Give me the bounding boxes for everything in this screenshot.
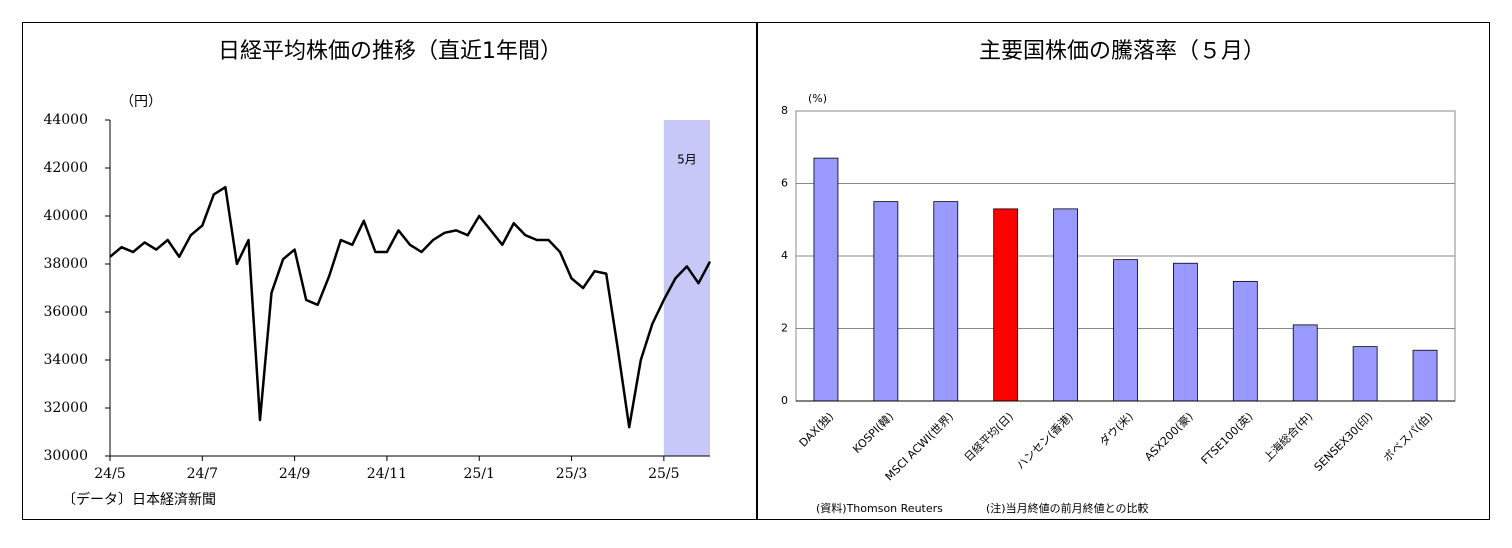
y-tick-label: 32000 [43,400,88,416]
bar [1173,262,1198,402]
chart-title: 主要国株価の騰落率（５月） [979,39,1265,64]
x-tick-label: DAX(独) [797,410,837,450]
bar [993,208,1019,402]
bar [1232,280,1258,402]
y-axis-label: (%) [808,92,827,105]
y-tick-label: 40000 [43,208,88,224]
x-tick-label: 24/11 [367,466,407,482]
x-tick-label: 日経平均(日) [962,410,1016,464]
x-tick-label: ダウ(米) [1096,409,1135,448]
bar [1113,259,1138,402]
x-tick-label: ASX200(豪) [1141,409,1195,463]
source-note: (資料)Thomson Reuters [816,501,943,515]
bar [873,201,899,402]
source-note: 〔データ〕日本経済新聞 [62,491,216,508]
x-tick-label: 25/5 [648,466,679,482]
x-tick-label: 25/1 [464,466,495,482]
x-tick-label: ボベスパ(伯) [1380,409,1435,464]
y-axis-label: （円） [120,94,162,110]
y-tick-label: 38000 [43,256,88,272]
footnote: (注)当月終値の前月終値との比較 [986,501,1148,515]
x-tick-label: 上海総合(中) [1261,409,1316,464]
y-tick-label: 44000 [43,112,88,128]
chart-title: 日経平均株価の推移（直近1年間） [218,39,562,64]
y-tick-label: 36000 [43,304,88,320]
y-tick-label: 34000 [43,352,88,368]
y-tick-label: 30000 [43,448,88,464]
y-tick-label: 8 [781,104,788,117]
bar [933,201,959,402]
x-tick-label: 24/7 [187,466,218,482]
x-tick-label: KOSPI(韓) [850,410,896,456]
y-tick-label: 0 [781,394,788,407]
y-tick-label: 2 [781,322,788,335]
bar [813,157,839,402]
annotation: 5月 [677,153,697,167]
y-tick-label: 6 [781,177,788,190]
x-tick-label: SENSEX30(印) [1312,410,1376,474]
bar [1053,208,1078,402]
x-tick-label: ハンセン(香港) [1014,410,1076,472]
x-tick-label: 24/5 [94,466,125,482]
panel-frame [22,22,757,520]
y-tick-label: 4 [781,249,788,262]
bar [1292,324,1318,402]
panel-frame [757,22,1490,520]
bar [1412,349,1438,402]
x-tick-label: 25/3 [556,466,587,482]
x-tick-label: FTSE100(英) [1198,409,1256,467]
line-series [109,185,712,429]
y-tick-label: 42000 [43,160,88,176]
bar [1352,346,1378,402]
x-tick-label: 24/9 [279,466,310,482]
